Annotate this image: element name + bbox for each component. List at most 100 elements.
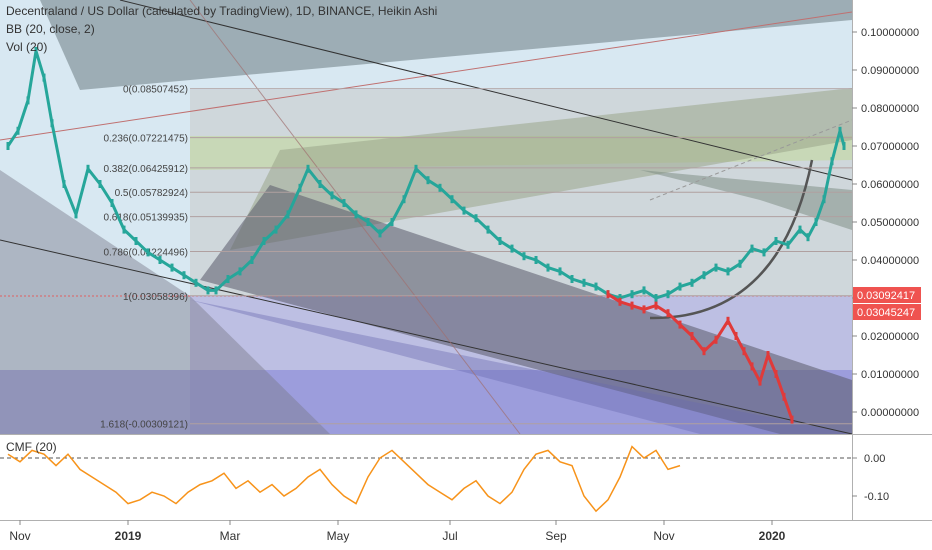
x-tick-label: 2019: [115, 529, 142, 543]
last-price-label-1: 0.03092417: [857, 290, 915, 302]
candle-mark: [170, 263, 174, 272]
candle-mark: [34, 47, 38, 55]
x-tick-label: Nov: [9, 529, 30, 543]
bb-indicator-label[interactable]: BB (20, close, 2): [6, 22, 95, 36]
trend-line-dashed: [649, 119, 853, 201]
candle-mark: [726, 316, 730, 325]
candle-mark: [702, 347, 706, 356]
candle-mark: [194, 278, 198, 287]
candle-mark: [830, 157, 834, 166]
candle-mark: [298, 183, 302, 192]
candle-mark: [762, 248, 766, 257]
candle-mark: [250, 256, 254, 264]
y-tick-label: 0.06000000: [861, 179, 919, 191]
last-price-badge-2: 0.03045247: [853, 304, 921, 320]
candle-mark: [238, 267, 242, 276]
left-triangle-shape: [0, 170, 330, 434]
candle-mark: [594, 282, 598, 291]
trend-line-dark: [0, 239, 853, 435]
candle-mark: [838, 126, 842, 135]
candle-mark: [678, 282, 682, 291]
upper-channel-shape: [40, 0, 852, 90]
candle-mark: [758, 377, 762, 386]
rising-wedge-shape: [230, 88, 852, 250]
trend-line-red: [0, 11, 853, 141]
candle-mark: [122, 225, 126, 234]
candle-mark: [158, 256, 162, 264]
candle-mark: [678, 320, 682, 329]
price-series: [6, 47, 846, 424]
candle-mark: [16, 126, 20, 135]
candle-mark: [546, 263, 550, 272]
cmf-line: [7, 445, 681, 513]
candle-mark: [342, 199, 346, 207]
candle-mark: [798, 225, 802, 234]
price-axis[interactable]: 0.10000000 0.09000000 0.08000000 0.07000000…: [852, 27, 919, 419]
candle-mark: [606, 290, 610, 299]
y-tick-label: 0.01000000: [861, 369, 919, 381]
y-tick-label: 0.08000000: [861, 103, 919, 115]
candle-mark: [286, 210, 290, 219]
candle-mark: [6, 142, 10, 150]
lower-fan-shape: [190, 300, 852, 434]
candle-mark: [306, 164, 310, 173]
candle-mark: [42, 73, 46, 82]
candle-mark: [438, 183, 442, 192]
candle-mark: [774, 237, 778, 245]
candle-mark: [666, 309, 670, 318]
candle-mark: [214, 286, 218, 295]
falling-channel-shape: [200, 185, 852, 434]
fib-level-label: 0(0.08507452): [123, 85, 188, 96]
fib-levels: 0(0.08507452) 0.236(0.07221475) 0.382(0.06…: [100, 85, 852, 431]
volume-indicator-label[interactable]: Vol (20): [6, 40, 48, 54]
candle-mark: [714, 263, 718, 272]
candle-mark: [702, 271, 706, 280]
candle-mark: [98, 180, 102, 188]
candle-mark: [206, 286, 210, 295]
cmf-axis[interactable]: 0.00 -0.10: [852, 453, 889, 503]
candle-mark: [414, 164, 418, 173]
candle-mark: [134, 237, 138, 245]
candle-mark: [498, 237, 502, 245]
candle-mark: [390, 218, 394, 226]
candle-mark: [522, 252, 526, 261]
candle-mark: [274, 225, 278, 234]
candle-mark: [450, 195, 454, 204]
candle-mark: [786, 240, 790, 249]
x-tick-label: May: [327, 529, 350, 543]
x-tick-label: Nov: [653, 529, 674, 543]
candle-mark: [690, 332, 694, 340]
candle-mark: [654, 294, 658, 302]
candle-mark: [146, 248, 150, 257]
candle-mark: [474, 214, 478, 223]
y-tick-label: 0.00000000: [861, 407, 919, 419]
candle-mark: [750, 362, 754, 371]
candle-mark: [654, 301, 658, 310]
fib-level-label: 0.382(0.06425912): [103, 164, 188, 175]
last-price-badge-1: 0.03092417: [853, 287, 921, 303]
candle-mark: [690, 278, 694, 287]
time-axis[interactable]: Nov 2019 Mar May Jul Sep Nov 2020: [9, 520, 786, 543]
candle-mark: [330, 191, 334, 200]
candle-mark: [74, 210, 78, 219]
chart-title: Decentraland / US Dollar (calculated by …: [6, 4, 438, 18]
candle-mark: [750, 244, 754, 253]
candle-mark: [842, 142, 846, 150]
candle-mark: [182, 271, 186, 280]
x-tick-label: 2020: [759, 529, 786, 543]
candle-mark: [26, 96, 30, 105]
candle-mark: [378, 229, 382, 238]
candle-mark: [642, 286, 646, 295]
candle-mark: [110, 199, 114, 207]
candle-mark: [318, 180, 322, 188]
cmf-indicator-label[interactable]: CMF (20): [6, 440, 57, 454]
candle-mark: [734, 332, 738, 340]
x-tick-label: Jul: [442, 529, 457, 543]
last-price-label-2: 0.03045247: [857, 307, 915, 319]
candle-mark: [630, 301, 634, 310]
candle-mark: [510, 244, 514, 253]
candle-mark: [426, 176, 430, 185]
fib-level-label: 1(0.03058396): [123, 292, 188, 303]
candle-mark: [806, 233, 810, 242]
candle-mark: [666, 290, 670, 299]
